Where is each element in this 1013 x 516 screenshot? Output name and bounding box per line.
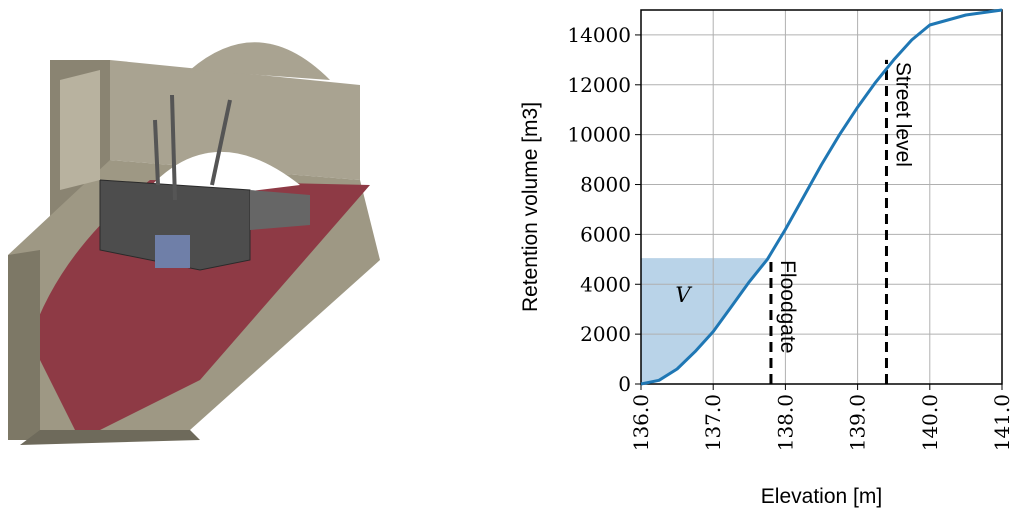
x-tick-label: 141.0: [990, 394, 1013, 451]
annotation-label: Floodgate: [776, 260, 799, 353]
page: {"chart_data": {"type": "line", "x_label…: [0, 0, 1013, 516]
x-tick-label: 137.0: [701, 394, 725, 451]
x-tick-label: 138.0: [773, 394, 797, 451]
floodgate-illustration: [8, 42, 380, 445]
y-tick-label: 14000: [567, 23, 631, 47]
shaded-volume: [641, 258, 768, 384]
shade-label: V: [675, 283, 692, 307]
figure: V 0 2000 4000 6000 8000 10000 12000 14000 136.0 13…: [0, 0, 1013, 511]
y-tick-label: 4000: [580, 272, 631, 296]
y-tick-label: 2000: [580, 322, 631, 346]
y-tick-label: 12000: [567, 73, 631, 97]
x-tick-label: 139.0: [846, 394, 870, 451]
y-tick-label: 6000: [580, 222, 631, 246]
y-axis-label: Retention volume [m3]: [519, 102, 542, 312]
x-tick-label: 140.0: [918, 394, 942, 451]
x-axis-label: Elevation [m]: [761, 485, 882, 508]
annotation-label: Street level: [891, 62, 914, 167]
y-tick-label: 8000: [580, 173, 631, 197]
y-tick-label: 0: [618, 372, 631, 396]
y-tick-label: 10000: [567, 123, 631, 147]
x-tick-label: 136.0: [629, 394, 653, 451]
